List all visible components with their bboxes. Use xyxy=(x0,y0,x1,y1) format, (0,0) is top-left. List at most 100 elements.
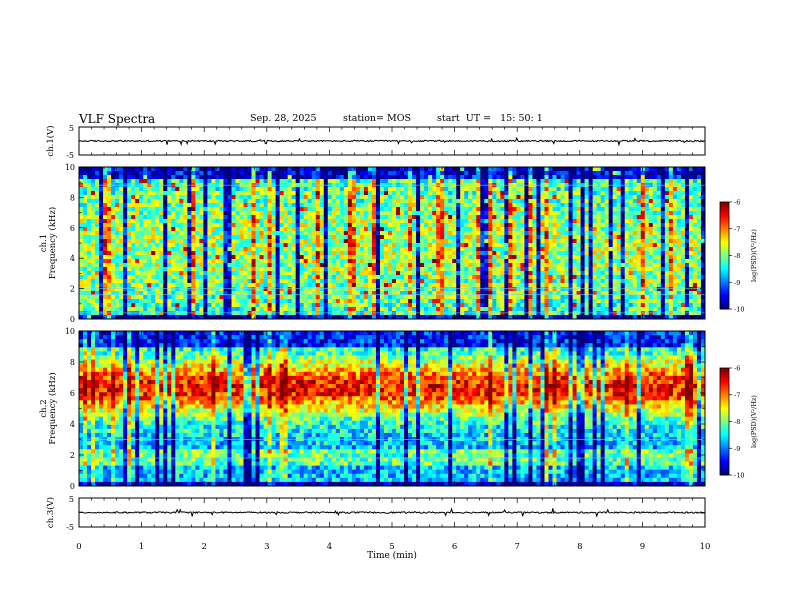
spectrogram-cell xyxy=(347,203,353,208)
spectrogram-cell xyxy=(283,275,289,280)
spectrogram-cell xyxy=(199,199,204,204)
spectrogram-cell xyxy=(187,167,192,172)
spectrogram-cell xyxy=(131,259,136,264)
spectrogram-cell xyxy=(335,251,341,256)
spectrogram-cell xyxy=(295,299,301,304)
spectrogram-cell xyxy=(223,243,228,248)
spectrogram-cell xyxy=(123,271,128,276)
spectrogram-cell xyxy=(231,171,236,176)
spectrogram-cell xyxy=(524,255,529,260)
spectrogram-cell xyxy=(484,239,489,244)
spectrogram-cell xyxy=(107,271,112,276)
spectrogram-cell xyxy=(544,207,549,212)
spectrogram-cell xyxy=(508,295,513,300)
spectrogram-cell xyxy=(251,303,256,308)
spectrogram-cell xyxy=(444,199,449,204)
spectrogram-cell xyxy=(103,287,108,292)
spectrogram-cell xyxy=(271,287,277,292)
spectrogram-cell xyxy=(227,299,232,304)
spectrogram-cell xyxy=(468,223,473,228)
spectrogram-cell xyxy=(520,223,525,228)
spectrogram-cell xyxy=(171,231,176,236)
spectrogram-cell xyxy=(151,283,156,288)
spectrogram-cell xyxy=(416,203,421,208)
spectrogram-cell xyxy=(103,295,108,300)
spectrogram-cell xyxy=(323,167,329,172)
spectrogram-cell xyxy=(331,263,337,268)
spectrogram-cell xyxy=(520,239,525,244)
spectrogram-cell xyxy=(580,167,586,172)
spectrogram-cell xyxy=(560,287,565,292)
spectrogram-cell xyxy=(375,235,381,240)
spectrogram-cell xyxy=(508,207,513,212)
spectrogram-cell xyxy=(339,191,345,196)
spectrogram-cell xyxy=(367,191,373,196)
spectrogram-cell xyxy=(560,307,565,312)
spectrogram-cell xyxy=(351,295,357,300)
spectrogram-cell xyxy=(283,207,289,212)
spectrogram-cell xyxy=(560,207,565,212)
spectrogram-cell xyxy=(99,195,104,200)
spectrogram-cell xyxy=(203,303,208,308)
spectrogram-cell xyxy=(436,279,441,284)
spectrogram-cell xyxy=(143,315,148,320)
spectrogram-cell xyxy=(291,203,297,208)
spectrogram-cell xyxy=(287,215,293,220)
spectrogram-cell xyxy=(383,295,389,300)
spectrogram-cell xyxy=(115,247,120,252)
spectrogram-cell xyxy=(383,307,389,312)
spectrogram-cell xyxy=(311,315,317,320)
spectrogram-cell xyxy=(207,279,212,284)
spectrogram-cell xyxy=(524,299,529,304)
spectrogram-cell xyxy=(412,223,417,228)
spectrogram-cell xyxy=(135,171,140,176)
spectrogram-cell xyxy=(556,283,561,288)
spectrogram-cell xyxy=(239,239,244,244)
spectrogram-cell xyxy=(167,291,172,296)
spectrogram-cell xyxy=(243,179,248,184)
spectrogram-cell xyxy=(492,199,497,204)
spectrogram-cell xyxy=(335,203,341,208)
spectrogram-cell xyxy=(404,263,409,268)
spectrogram-cell xyxy=(331,259,337,264)
spectrogram-cell xyxy=(580,287,586,292)
spectrogram-cell xyxy=(544,267,549,272)
spectrogram-image xyxy=(79,167,706,320)
spectrogram-cell xyxy=(564,303,569,308)
spectrogram-cell xyxy=(191,195,196,200)
spectrogram-cell xyxy=(243,235,248,240)
spectrogram-cell xyxy=(351,179,357,184)
spectrogram-cell xyxy=(311,287,317,292)
spectrogram-cell xyxy=(408,243,413,248)
spectrogram-cell xyxy=(295,307,301,312)
spectrogram-cell xyxy=(87,267,92,272)
spectrogram-cell xyxy=(127,299,132,304)
spectrogram-cell xyxy=(295,211,301,216)
spectrogram-cell xyxy=(91,299,96,304)
spectrogram-cell xyxy=(223,267,228,272)
spectrogram-cell xyxy=(367,287,373,292)
spectrogram-cell xyxy=(175,259,180,264)
spectrogram-cell xyxy=(187,259,192,264)
spectrogram-cell xyxy=(327,279,333,284)
spectrogram-cell xyxy=(103,175,108,180)
spectrogram-cell xyxy=(291,195,297,200)
spectrogram-cell xyxy=(103,235,108,240)
spectrogram-cell xyxy=(540,195,545,200)
spectrogram-cell xyxy=(536,199,541,204)
spectrogram-cell xyxy=(452,223,457,228)
spectrogram-cell xyxy=(500,239,505,244)
spectrogram-cell xyxy=(351,263,357,268)
spectrogram-cell xyxy=(279,175,285,180)
spectrogram-cell xyxy=(335,315,341,320)
spectrogram-cell xyxy=(424,195,429,200)
spectrogram-cell xyxy=(279,195,285,200)
spectrogram-cell xyxy=(243,267,248,272)
spectrogram-cell xyxy=(303,267,309,272)
spectrogram-cell xyxy=(383,303,389,308)
spectrogram-cell xyxy=(404,303,409,308)
spectrogram-cell xyxy=(207,235,212,240)
spectrogram-cell xyxy=(387,255,393,260)
spectrogram-cell xyxy=(151,275,156,280)
spectrogram-cell xyxy=(307,231,313,236)
